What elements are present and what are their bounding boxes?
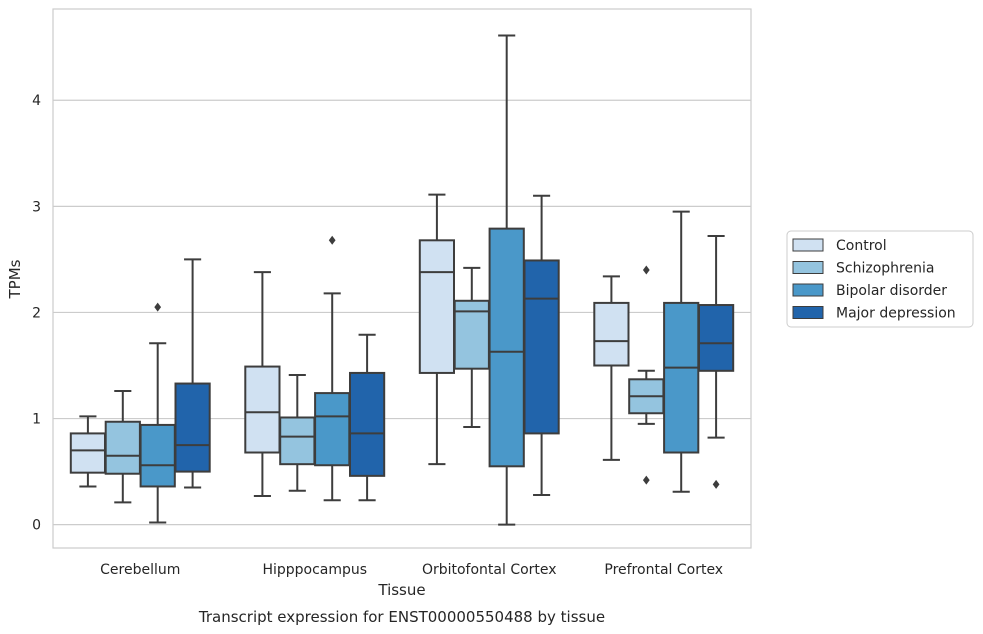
legend-swatch — [792, 306, 824, 319]
legend-frame — [786, 230, 974, 328]
iqr-box — [697, 304, 735, 372]
outlier-point — [328, 235, 336, 245]
series-major-depression — [174, 194, 735, 502]
x-tick-label: Prefrontal Cortex — [604, 562, 723, 578]
box — [314, 235, 351, 502]
iqr-box — [104, 420, 141, 475]
x-axis-label: Tissue — [377, 581, 425, 599]
iqr-box — [314, 392, 351, 467]
legend-swatch — [792, 261, 824, 274]
box — [69, 415, 107, 488]
x-tick-label: Hipppocampus — [262, 562, 367, 578]
x-axis-ticks: Cerebellum Hipppocampus Orbitofontal Corte… — [100, 562, 723, 578]
legend: Control Schizophrenia Bipolar disorder Majo… — [786, 230, 974, 328]
iqr-box — [174, 382, 211, 473]
y-tick-label: 1 — [32, 412, 41, 428]
iqr-box — [523, 259, 560, 435]
legend-label: Control — [836, 238, 887, 254]
legend-label: Schizophrenia — [836, 261, 934, 277]
x-tick-label: Orbitofontal Cortex — [422, 562, 557, 578]
iqr-box — [418, 239, 456, 374]
legend-item: Control — [792, 238, 887, 254]
box — [348, 333, 386, 502]
box — [523, 194, 560, 496]
legend-item: Major depression — [792, 306, 956, 322]
box-series — [69, 34, 735, 526]
outlier-point — [642, 475, 650, 485]
y-axis-label: TPMs — [6, 259, 24, 299]
iqr-box — [139, 423, 176, 488]
x-tick-label: Cerebellum — [100, 562, 180, 578]
box — [697, 235, 735, 489]
series-control — [69, 193, 630, 498]
box — [663, 210, 700, 493]
iqr-box — [279, 416, 316, 466]
box — [174, 258, 211, 489]
box — [279, 374, 316, 492]
legend-label: Bipolar disorder — [836, 283, 947, 299]
box — [593, 275, 630, 461]
box — [104, 389, 141, 504]
y-tick-label: 2 — [32, 305, 41, 321]
legend-label: Major depression — [836, 306, 956, 322]
legend-item: Schizophrenia — [792, 261, 934, 277]
y-tick-label: 4 — [32, 93, 41, 109]
legend-swatch — [792, 283, 824, 297]
legend-swatch — [792, 238, 824, 252]
y-axis-ticks: 0 1 2 3 4 — [32, 93, 41, 533]
legend-item: Bipolar disorder — [792, 283, 947, 299]
outlier-point — [712, 479, 720, 489]
y-tick-label: 3 — [32, 199, 41, 215]
iqr-box — [244, 365, 281, 454]
series-bipolar-disorder — [139, 34, 700, 526]
box — [139, 302, 176, 524]
iqr-box — [69, 432, 107, 474]
box — [628, 265, 665, 485]
chart-caption: Transcript expression for ENST0000055048… — [198, 608, 605, 626]
y-tick-label: 0 — [32, 518, 41, 534]
iqr-box — [593, 301, 630, 367]
iqr-box — [488, 227, 525, 468]
iqr-box — [348, 371, 386, 477]
box — [418, 193, 456, 466]
outlier-point — [154, 302, 162, 312]
box — [488, 34, 525, 526]
outlier-point — [642, 265, 650, 275]
series-schizophrenia — [104, 265, 665, 504]
plot-frame — [52, 8, 752, 549]
gridlines — [53, 99, 751, 526]
iqr-box — [663, 301, 700, 454]
box — [453, 266, 490, 429]
box — [244, 271, 281, 498]
